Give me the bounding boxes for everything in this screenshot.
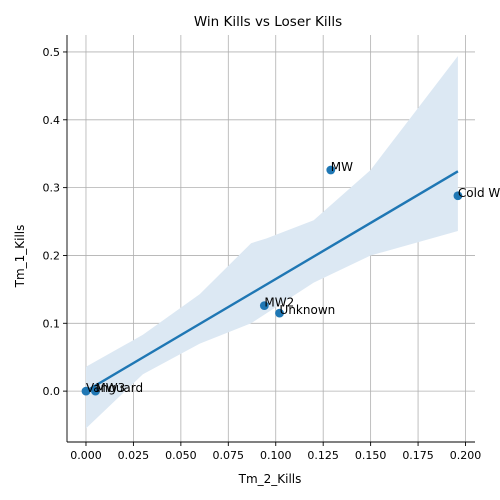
- y-tick-label: 0.5: [43, 46, 61, 59]
- point-label: Cold War: [458, 186, 500, 200]
- y-tick-label: 0.3: [43, 182, 61, 195]
- x-tick-label: 0.125: [307, 449, 339, 462]
- data-point: [91, 386, 100, 396]
- data-points: [81, 165, 463, 396]
- x-tick-label: 0.050: [165, 449, 197, 462]
- x-tick-label: 0.025: [118, 449, 150, 462]
- x-tick-label: 0.000: [70, 449, 102, 462]
- data-point: [259, 301, 269, 311]
- data-point: [81, 386, 91, 396]
- chart-title: Win Kills vs Loser Kills: [194, 14, 342, 30]
- point-label: MW3: [95, 381, 125, 395]
- regression-line: [85, 170, 459, 393]
- x-tick-label: 0.175: [402, 449, 434, 462]
- data-point: [275, 308, 284, 318]
- y-axis-label: Tm_1_Kills: [13, 225, 27, 289]
- point-label: Unknown: [280, 303, 336, 317]
- confidence-band: [86, 56, 458, 429]
- x-axis-label: Tm_2_Kills: [238, 472, 302, 486]
- x-tick-label: 0.075: [213, 449, 245, 462]
- point-label: Vanguard: [86, 381, 143, 395]
- data-point: [453, 191, 463, 201]
- y-ticks: 0.0 0.1 0.2 0.3 0.4 0.5: [43, 46, 67, 398]
- x-ticks: 0.000 0.025 0.050 0.075 0.100 0.125 0.150 0.175…: [70, 442, 481, 462]
- point-label: MW: [331, 160, 353, 174]
- y-tick-label: 0.1: [43, 317, 61, 330]
- y-tick-label: 0.4: [43, 114, 61, 127]
- x-tick-label: 0.100: [260, 449, 292, 462]
- x-tick-label: 0.200: [450, 449, 482, 462]
- point-label: MW2: [264, 296, 294, 310]
- data-point: [326, 165, 336, 175]
- y-tick-label: 0.2: [43, 249, 61, 262]
- y-tick-label: 0.0: [43, 385, 61, 398]
- x-tick-label: 0.150: [355, 449, 387, 462]
